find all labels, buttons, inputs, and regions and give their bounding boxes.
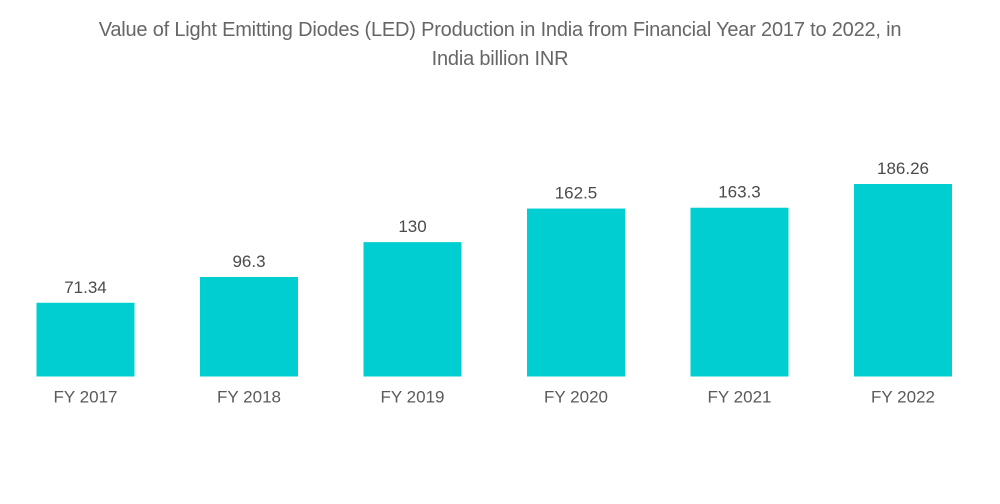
bars-group bbox=[36, 184, 952, 377]
value-label: 71.34 bbox=[64, 278, 107, 297]
chart-title-line-1: Value of Light Emitting Diodes (LED) Pro… bbox=[98, 19, 902, 41]
value-labels-group: 71.34 96.3 130 162.5 163.3 186.26 bbox=[64, 159, 929, 297]
bar-fy-2017 bbox=[36, 302, 135, 377]
value-label: 130 bbox=[398, 217, 426, 236]
category-label: FY 2020 bbox=[544, 388, 608, 407]
value-label: 163.3 bbox=[718, 183, 761, 202]
category-label: FY 2022 bbox=[871, 388, 935, 407]
chart-title: Value of Light Emitting Diodes (LED) Pro… bbox=[0, 16, 1000, 74]
category-label: FY 2017 bbox=[54, 388, 118, 407]
bar-fy-2018 bbox=[200, 276, 298, 377]
category-label: FY 2019 bbox=[381, 388, 445, 407]
bar-fy-2020 bbox=[527, 208, 625, 377]
value-label: 162.5 bbox=[555, 184, 598, 203]
category-label: FY 2018 bbox=[217, 388, 281, 407]
value-label: 96.3 bbox=[232, 252, 265, 271]
category-labels-group: FY 2017 FY 2018 FY 2019 FY 2020 FY 2021 FY 20… bbox=[54, 388, 935, 407]
chart-title-line-2: India billion INR bbox=[431, 48, 569, 70]
value-label: 186.26 bbox=[877, 159, 929, 178]
category-label: FY 2021 bbox=[708, 388, 772, 407]
bar-fy-2022 bbox=[854, 184, 952, 377]
bar-fy-2019 bbox=[363, 242, 462, 377]
bar-fy-2021 bbox=[690, 207, 789, 377]
